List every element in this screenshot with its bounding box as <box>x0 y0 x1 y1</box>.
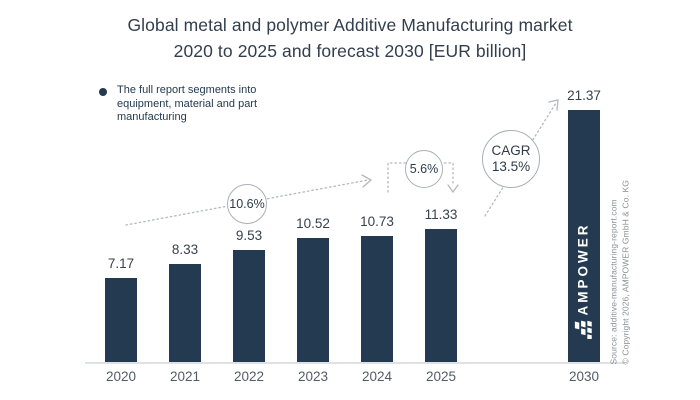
bar-value-2023: 10.52 <box>296 216 330 231</box>
bar-value-2024: 10.73 <box>360 214 394 229</box>
bar-value-2030: 21.37 <box>567 88 601 103</box>
ampower-brand-text: AMPOWER <box>575 222 591 316</box>
bracket-arrow-2024-2025-head <box>447 184 459 194</box>
bar-value-2022: 9.53 <box>235 228 263 243</box>
bar-2030 <box>568 110 600 363</box>
chart-title: Global metal and polymer Additive Manufa… <box>0 12 700 64</box>
x-axis-label-2025: 2025 <box>425 369 457 384</box>
x-axis-label-2024: 2024 <box>361 369 393 384</box>
source-line2: © Copyright 2026, AMPOWER GmbH & Co. KG <box>620 180 630 365</box>
cagr-badge-value: 13.5% <box>491 159 531 174</box>
trend-arrow-2020-2024-head <box>361 174 373 188</box>
x-axis-label-2030: 2030 <box>568 369 600 384</box>
bar-2020 <box>105 278 137 363</box>
segments-note-text: The full report segments into equipment,… <box>117 84 258 123</box>
bullet-icon <box>99 88 107 96</box>
bar-2024 <box>361 236 393 363</box>
ampower-logo-icon <box>574 320 592 339</box>
bar-2023 <box>297 238 329 363</box>
growth-badge-2024-2025: 5.6% <box>405 150 443 188</box>
chart-title-line1: Global metal and polymer Additive Manufa… <box>127 15 573 35</box>
x-axis-label-2021: 2021 <box>169 369 201 384</box>
cagr-badge: CAGR 13.5% <box>482 130 540 188</box>
x-axis-label-2020: 2020 <box>105 369 137 384</box>
cagr-badge-title: CAGR <box>491 143 531 158</box>
growth-badge-2020-2024: 10.6% <box>227 184 267 224</box>
source-text: Source: additive-manufacturing-report.co… <box>608 180 633 365</box>
x-axis <box>85 362 625 364</box>
growth-badge-2024-2025-label: 5.6% <box>409 162 439 176</box>
bar-2022 <box>233 250 265 363</box>
x-axis-label-2022: 2022 <box>233 369 265 384</box>
bar-value-2020: 7.17 <box>107 256 135 271</box>
chart-title-line2: 2020 to 2025 and forecast 2030 [EUR bill… <box>173 41 527 61</box>
bar-2025 <box>425 229 457 363</box>
bar-value-2025: 11.33 <box>424 207 458 222</box>
source-line1: Source: additive-manufacturing-report.co… <box>608 199 619 365</box>
growth-badge-2020-2024-label: 10.6% <box>229 197 265 211</box>
segments-note: The full report segments into equipment,… <box>99 84 295 125</box>
bar-2021 <box>169 264 201 363</box>
x-axis-label-2023: 2023 <box>297 369 329 384</box>
bar-value-2021: 8.33 <box>171 242 199 257</box>
